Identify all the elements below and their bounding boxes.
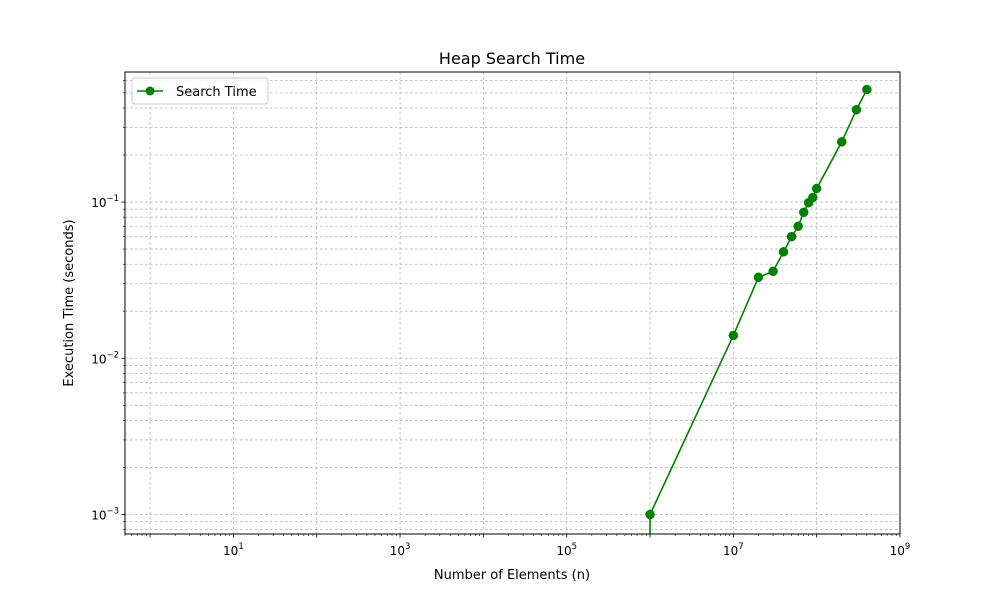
x-tick-label: 101 xyxy=(223,542,244,558)
data-point xyxy=(808,192,818,203)
y-tick-label: 10−1 xyxy=(91,194,119,210)
data-point xyxy=(851,104,862,115)
data-point xyxy=(793,221,803,231)
plot-area xyxy=(125,72,900,534)
plot-frame xyxy=(124,71,901,535)
data-point xyxy=(645,509,655,520)
x-tick-label: 109 xyxy=(890,542,911,558)
series-layer xyxy=(645,84,872,534)
x-tick-label: 107 xyxy=(723,542,744,558)
data-point xyxy=(768,266,778,277)
data-point xyxy=(799,207,809,218)
series-group xyxy=(645,84,872,534)
y-tick-label: 10−2 xyxy=(91,350,119,366)
chart-title: Heap Search Time xyxy=(439,49,585,68)
x-tick-label: 105 xyxy=(556,542,577,558)
data-point xyxy=(728,330,739,341)
data-point xyxy=(811,183,822,194)
x-tick-label: 103 xyxy=(390,542,411,558)
data-point xyxy=(786,231,797,242)
data-point xyxy=(862,84,872,95)
data-point xyxy=(837,137,847,147)
y-axis-title: Execution Time (seconds) xyxy=(62,219,77,386)
y-tick-label: 10−3 xyxy=(91,506,119,522)
legend-label: Search Time xyxy=(176,85,257,100)
legend-box xyxy=(131,77,269,105)
data-point xyxy=(778,247,789,257)
legend: Search Time xyxy=(131,77,269,105)
data-point xyxy=(753,272,764,283)
ticks: 101 103 105 107 109 10−3 10−2 10−1 xyxy=(91,80,910,558)
legend-marker xyxy=(145,86,155,96)
x-axis-title: Number of Elements (n) xyxy=(434,568,590,583)
